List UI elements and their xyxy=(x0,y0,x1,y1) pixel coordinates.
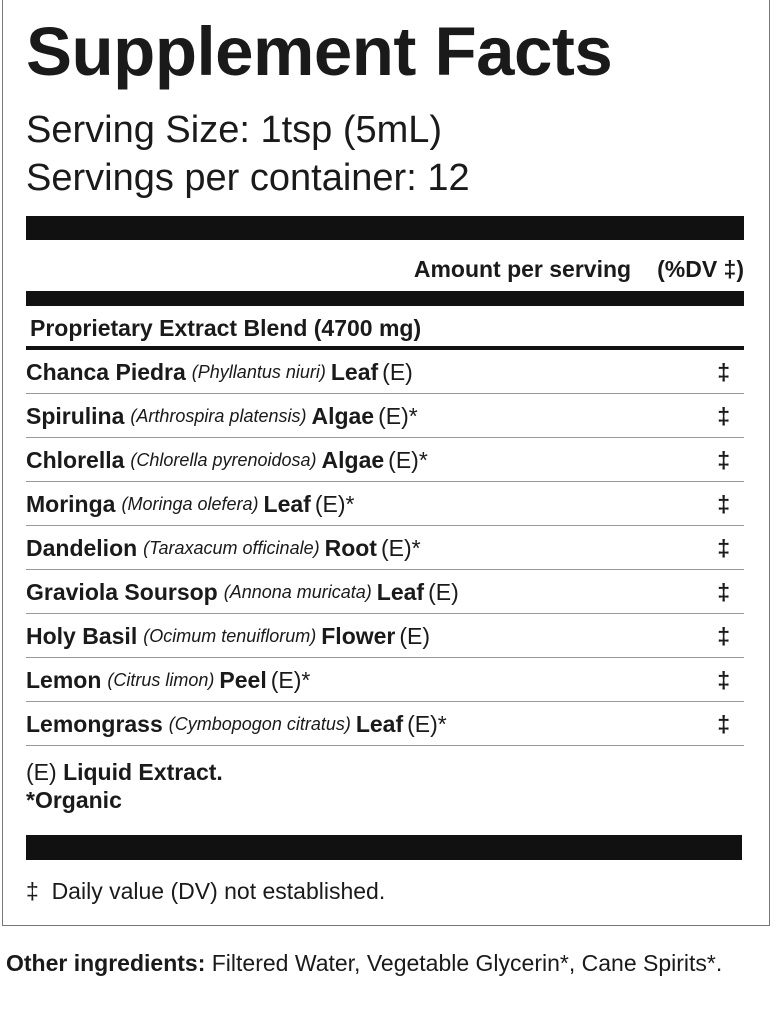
ingredient-row: Lemongrass (Cymbopogon citratus) Leaf (E)* ‡ xyxy=(26,702,744,746)
ingredient-name: Dandelion xyxy=(26,535,138,561)
ingredient-latin-name: (Citrus limon) xyxy=(107,670,215,690)
ingredient-name: Chanca Piedra xyxy=(26,359,186,385)
ingredient-suffix: (E) xyxy=(428,579,459,605)
amount-header: Amount per serving xyxy=(413,256,632,282)
ingredient-suffix: (E)* xyxy=(407,711,447,737)
ingredient-dv: ‡ xyxy=(717,491,730,517)
ingredient-row: Lemon (Citrus limon) Peel (E)* ‡ xyxy=(26,658,744,702)
ingredient-row: Spirulina (Arthrospira platensis) Algae (E)… xyxy=(26,394,744,438)
servings-per-container: Servings per container: 12 xyxy=(26,156,744,200)
ingredient-row: Chanca Piedra (Phyllantus niuri) Leaf (E) ‡ xyxy=(26,350,744,394)
ingredient-name: Chlorella xyxy=(26,447,125,473)
ingredient-dv: ‡ xyxy=(717,403,730,429)
extract-marker: (E) xyxy=(26,759,57,785)
ingredient-name: Lemongrass xyxy=(26,711,163,737)
ingredient-part: Algae xyxy=(321,447,385,473)
ingredient-latin-name: (Arthrospira platensis) xyxy=(130,406,307,426)
servings-value: 12 xyxy=(427,157,470,199)
ingredient-dv: ‡ xyxy=(717,359,730,385)
ingredient-row: Chlorella (Chlorella pyrenoidosa) Algae (E)… xyxy=(26,438,744,482)
ingredient-latin-name: (Phyllantus niuri) xyxy=(191,362,326,382)
divider-bar xyxy=(26,835,742,860)
ingredient-suffix: (E)* xyxy=(378,403,418,429)
ingredient-suffix: (E) xyxy=(399,623,431,649)
ingredient-latin-name: (Chlorella pyrenoidosa) xyxy=(130,450,317,470)
ingredient-row: Graviola Soursop (Annona muricata) Leaf (E)… xyxy=(26,570,744,614)
ingredient-part: Peel xyxy=(219,667,267,693)
ingredient-suffix: (E) xyxy=(382,359,413,385)
ingredient-name: Holy Basil xyxy=(26,623,138,649)
ingredient-latin-name: (Moringa olefera) xyxy=(121,494,259,514)
ingredient-row: Holy Basil (Ocimum tenuiflorum) Flower (E) ‡ xyxy=(26,614,744,658)
dv-note: ‡ Daily value (DV) not established. xyxy=(26,878,386,904)
ingredient-part: Leaf xyxy=(330,359,379,385)
other-ingredients-text: Filtered Water, Vegetable Glycerin*, Can… xyxy=(205,950,723,976)
ingredient-latin-name: (Ocimum tenuiflorum) xyxy=(143,626,317,646)
ingredient-row: Dandelion (Taraxacum officinale) Root (E)* ‡ xyxy=(26,526,744,570)
ingredient-part: Leaf xyxy=(376,579,425,605)
organic-footnote: *Organic xyxy=(26,787,122,813)
divider-bar xyxy=(26,291,744,306)
ingredient-dv: ‡ xyxy=(717,535,730,561)
ingredient-name: Graviola Soursop xyxy=(26,579,218,605)
ingredient-name: Spirulina xyxy=(26,403,125,429)
ingredient-name: Lemon xyxy=(26,667,102,693)
ingredient-part: Root xyxy=(324,535,377,561)
ingredient-part: Leaf xyxy=(263,491,311,517)
column-header: Amount per serving (%DV ‡) xyxy=(26,252,744,286)
extract-label: Liquid Extract. xyxy=(63,759,223,785)
serving-size: Serving Size: 1tsp (5mL) xyxy=(26,109,443,151)
ingredient-suffix: (E)* xyxy=(314,491,355,517)
other-ingredients: Other ingredients: Filtered Water, Veget… xyxy=(6,943,766,983)
blend-heading: Proprietary Extract Blend (4700 mg) xyxy=(30,315,422,341)
ingredient-name: Moringa xyxy=(26,491,116,517)
extract-footnote: (E) Liquid Extract. xyxy=(26,758,744,786)
ingredient-list: Chanca Piedra (Phyllantus niuri) Leaf (E) ‡ S… xyxy=(26,350,744,746)
servings-label: Servings per container: xyxy=(26,157,417,199)
ingredient-latin-name: (Taraxacum officinale) xyxy=(143,538,320,558)
ingredient-part: Leaf xyxy=(355,711,404,737)
ingredient-suffix: (E)* xyxy=(380,535,421,561)
ingredient-latin-name: (Cymbopogon citratus) xyxy=(168,714,351,734)
footnotes: (E) Liquid Extract. *Organic xyxy=(26,758,744,814)
supplement-facts-panel xyxy=(2,0,770,926)
divider-bar xyxy=(26,216,744,240)
other-ingredients-label: Other ingredients: xyxy=(6,950,206,976)
ingredient-latin-name: (Annona muricata) xyxy=(223,582,372,602)
ingredient-row: Moringa (Moringa olefera) Leaf (E)* ‡ xyxy=(26,482,744,526)
ingredient-dv: ‡ xyxy=(717,667,730,693)
divider-rule xyxy=(26,346,744,350)
ingredient-dv: ‡ xyxy=(717,711,730,737)
ingredient-suffix: (E)* xyxy=(388,447,428,473)
panel-title: Supplement Facts xyxy=(26,13,613,90)
ingredient-suffix: (E)* xyxy=(270,667,311,693)
ingredient-part: Flower xyxy=(321,623,396,649)
ingredient-part: Algae xyxy=(311,403,375,429)
dv-header: (%DV ‡) xyxy=(657,256,744,282)
ingredient-dv: ‡ xyxy=(717,579,730,605)
ingredient-dv: ‡ xyxy=(717,623,730,649)
ingredient-dv: ‡ xyxy=(717,447,730,473)
